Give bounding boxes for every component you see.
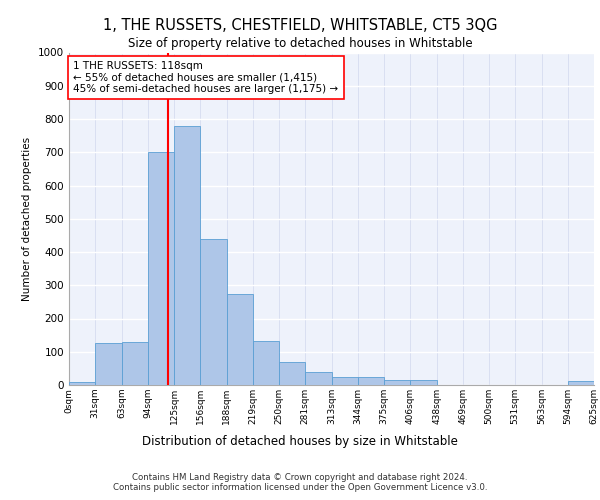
Bar — [69, 382, 95, 385]
Bar — [95, 344, 122, 385]
Bar — [358, 376, 384, 385]
Bar — [410, 380, 437, 385]
Bar — [332, 376, 358, 385]
Bar — [227, 294, 253, 385]
Y-axis label: Number of detached properties: Number of detached properties — [22, 136, 32, 301]
Bar — [384, 380, 410, 385]
Bar — [174, 126, 200, 385]
Bar — [122, 342, 148, 385]
Text: 1, THE RUSSETS, CHESTFIELD, WHITSTABLE, CT5 3QG: 1, THE RUSSETS, CHESTFIELD, WHITSTABLE, … — [103, 18, 497, 32]
Bar — [148, 152, 174, 385]
Bar — [253, 341, 279, 385]
Bar — [200, 238, 227, 385]
Bar — [279, 362, 305, 385]
Text: Contains HM Land Registry data © Crown copyright and database right 2024.
Contai: Contains HM Land Registry data © Crown c… — [113, 473, 487, 492]
Text: Size of property relative to detached houses in Whitstable: Size of property relative to detached ho… — [128, 38, 472, 51]
Text: Distribution of detached houses by size in Whitstable: Distribution of detached houses by size … — [142, 434, 458, 448]
Bar — [305, 372, 332, 385]
Bar — [568, 381, 594, 385]
Text: 1 THE RUSSETS: 118sqm
← 55% of detached houses are smaller (1,415)
45% of semi-d: 1 THE RUSSETS: 118sqm ← 55% of detached … — [73, 61, 338, 94]
